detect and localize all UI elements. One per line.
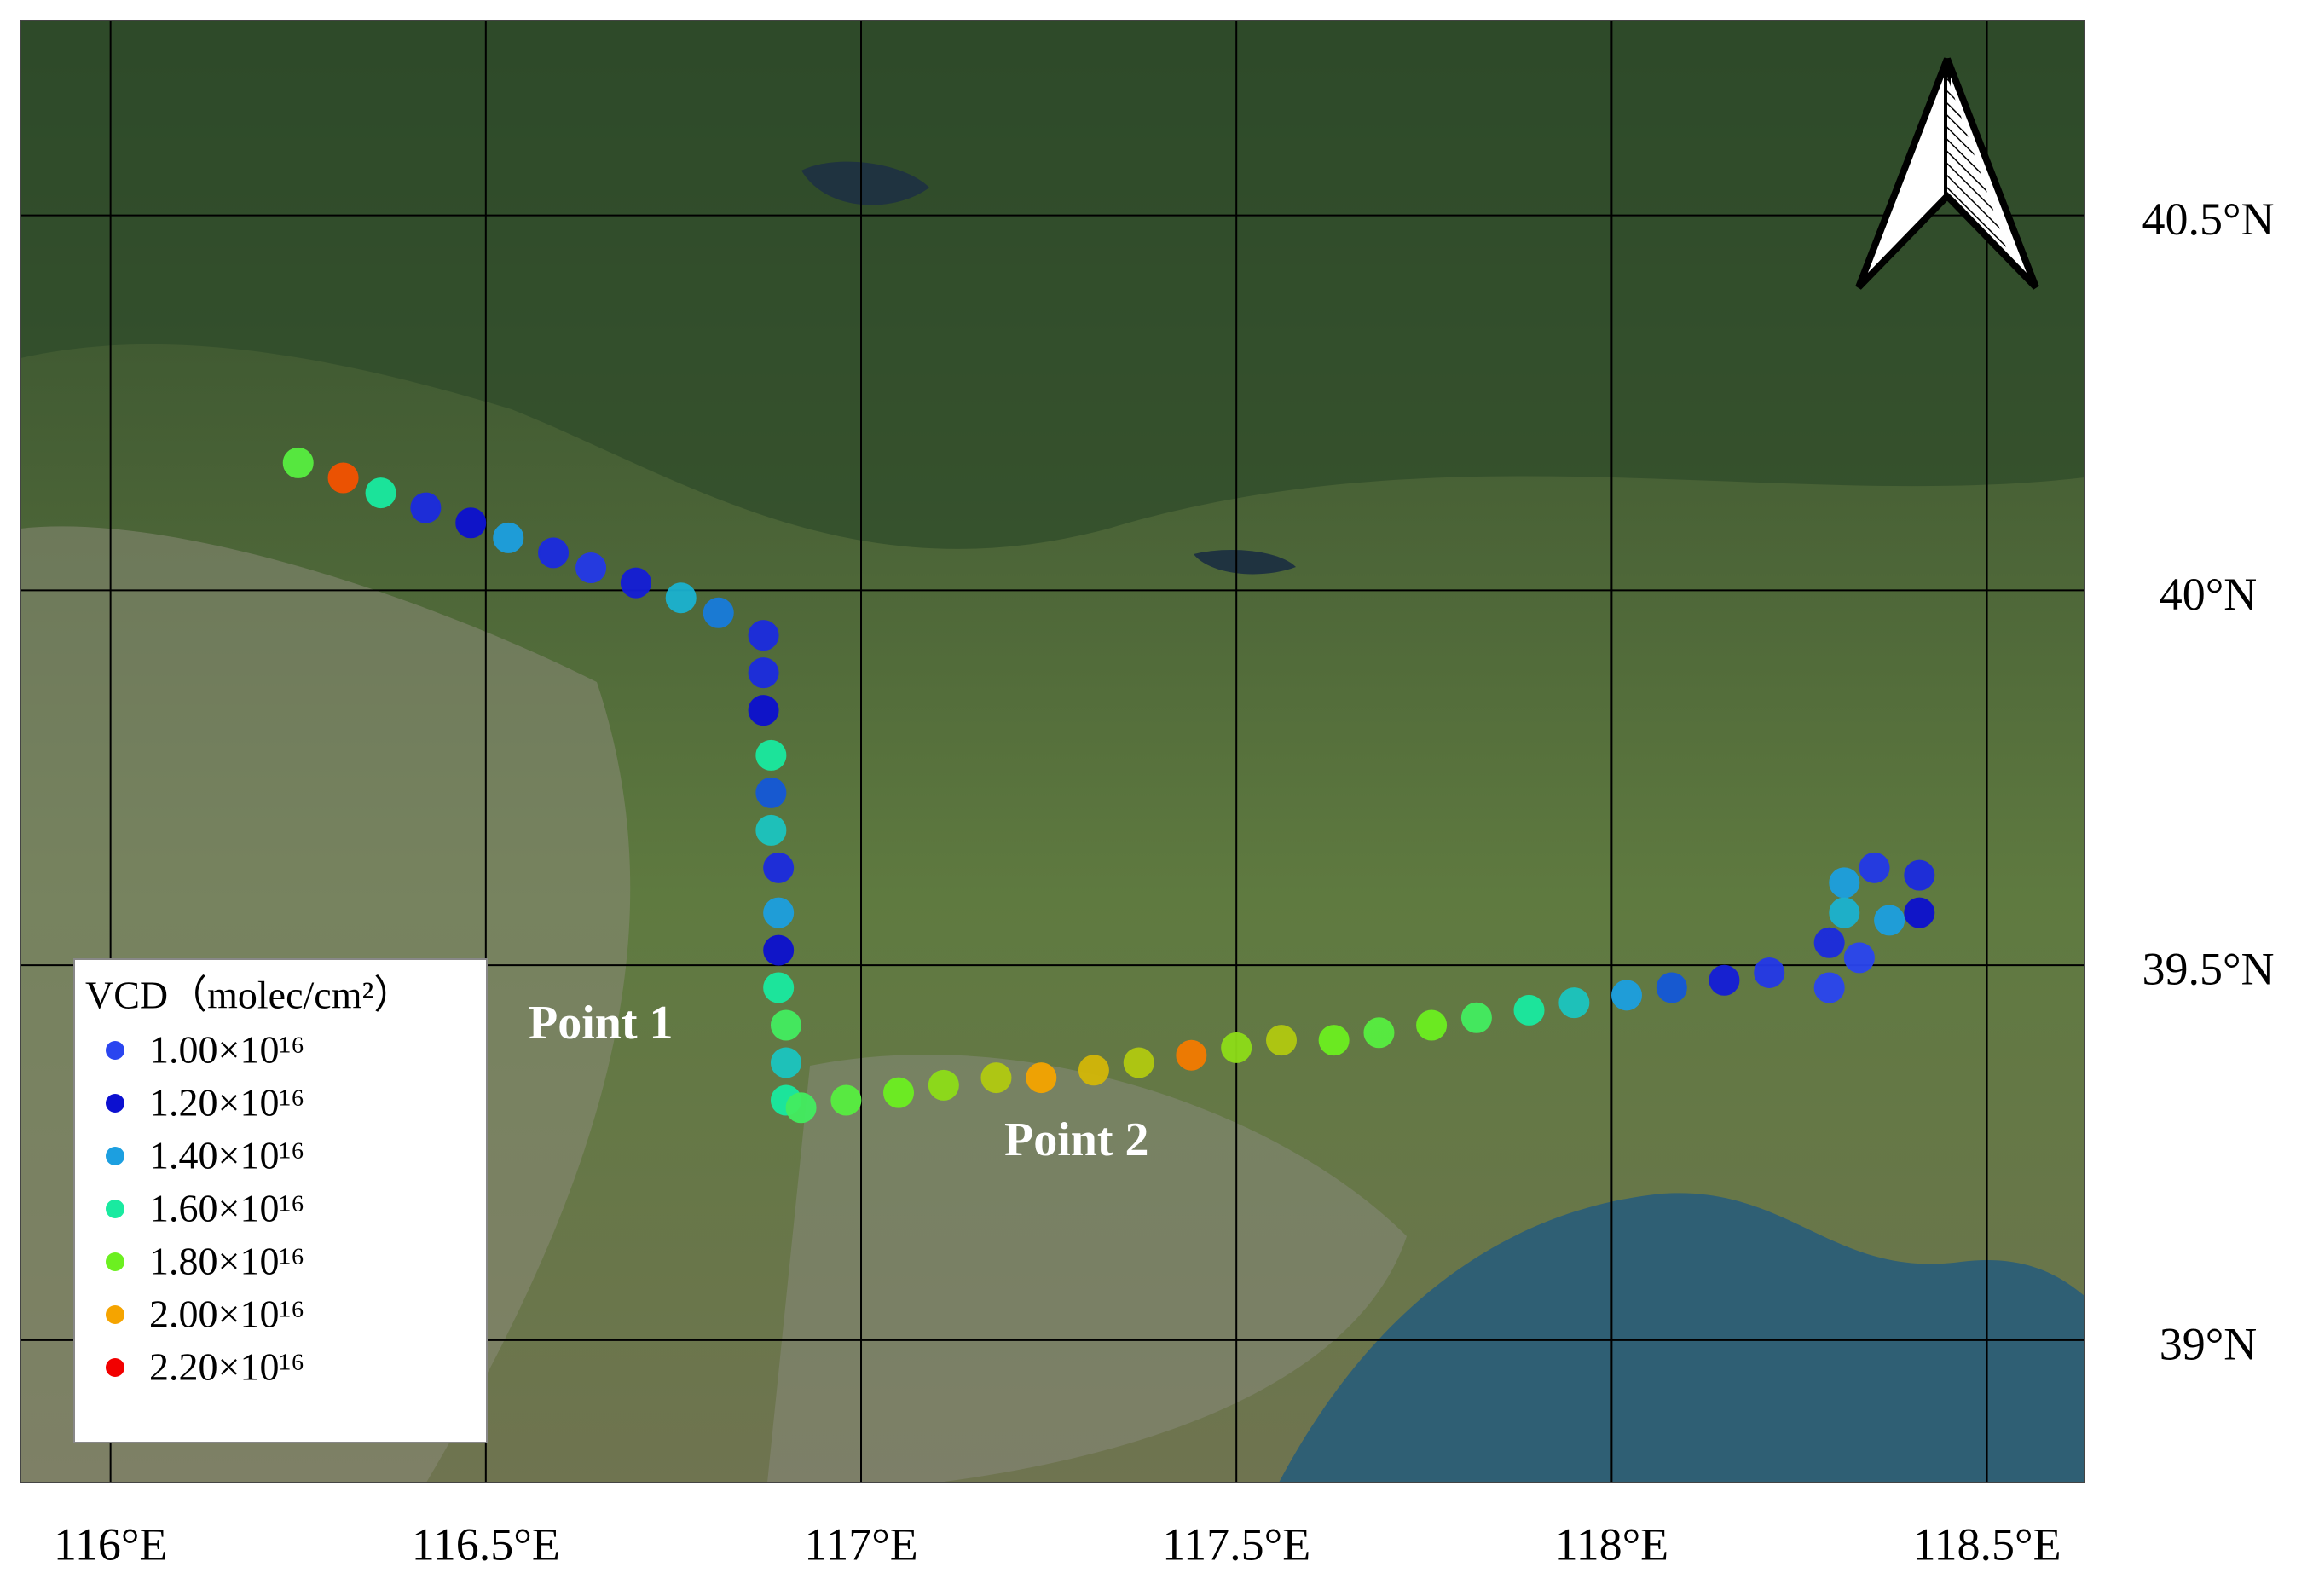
legend-label: 1.20×10¹⁶: [149, 1081, 304, 1125]
track-point: [770, 1047, 801, 1078]
track-point: [763, 972, 795, 1003]
track-point: [1363, 1017, 1395, 1049]
track-point: [1610, 980, 1642, 1011]
track-point: [785, 1092, 817, 1124]
track-point: [1813, 927, 1845, 958]
track-point: [1513, 994, 1545, 1026]
track-point: [1829, 867, 1860, 899]
track-point: [770, 1009, 801, 1041]
legend-label: 2.00×10¹⁶: [149, 1292, 304, 1336]
legend-marker: [106, 1358, 124, 1377]
track-point: [282, 447, 314, 478]
track-point: [1904, 897, 1935, 928]
legend-marker: [106, 1200, 124, 1218]
legend-marker: [106, 1041, 124, 1060]
x-tick-label: 118.5°E: [1913, 1518, 2061, 1570]
track-point: [410, 492, 442, 523]
track-point: [755, 739, 787, 771]
legend-title: VCD（molec/cm²）: [85, 974, 413, 1017]
annotation: Point 2: [1004, 1113, 1149, 1166]
x-tick-label: 117.5°E: [1162, 1518, 1310, 1570]
track-point: [748, 620, 779, 651]
track-point: [1558, 987, 1590, 1019]
legend-box: [73, 958, 488, 1443]
track-point: [1656, 972, 1687, 1003]
y-tick-label: 39°N: [2160, 1318, 2258, 1369]
track-point: [928, 1069, 959, 1101]
legend-marker: [106, 1094, 124, 1113]
track-point: [703, 597, 734, 628]
legend-marker: [106, 1305, 124, 1324]
track-point: [1709, 964, 1740, 996]
y-tick-label: 39.5°N: [2142, 944, 2274, 995]
track-point: [830, 1084, 862, 1116]
track-point: [763, 852, 795, 883]
track-point: [1266, 1025, 1298, 1056]
track-point: [665, 582, 697, 614]
track-point: [455, 507, 487, 539]
track-point: [980, 1062, 1012, 1094]
track-point: [1859, 852, 1890, 883]
track-point: [1026, 1062, 1057, 1094]
track-point: [1829, 897, 1860, 928]
legend-label: 1.40×10¹⁶: [149, 1134, 304, 1177]
track-point: [1318, 1025, 1350, 1056]
track-point: [755, 814, 787, 846]
track-point: [1843, 942, 1875, 974]
legend-marker: [106, 1252, 124, 1271]
track-point: [1176, 1039, 1207, 1071]
track-point: [1754, 957, 1785, 988]
track-point: [763, 897, 795, 928]
track-point: [365, 477, 396, 509]
track-point: [748, 695, 779, 726]
north-arrow: [1855, 57, 2039, 290]
track: [282, 447, 1935, 1124]
track-point: [620, 567, 651, 598]
track-point: [883, 1077, 915, 1108]
y-tick-label: 40°N: [2160, 569, 2258, 620]
track-point: [1416, 1009, 1448, 1041]
track-point: [1460, 1002, 1492, 1033]
track-point: [575, 552, 607, 584]
x-tick-label: 117°E: [804, 1518, 918, 1570]
track-point: [1123, 1047, 1154, 1078]
legend: VCD（molec/cm²） 1.00×10¹⁶ 1.20×10¹⁶ 1.40×10¹…: [73, 958, 488, 1443]
track-point: [493, 522, 524, 553]
track-point: [1813, 972, 1845, 1003]
track-point: [1221, 1032, 1252, 1063]
track-point: [1904, 859, 1935, 891]
x-tick-label: 116°E: [54, 1518, 168, 1570]
track-point: [748, 657, 779, 689]
legend-label: 1.00×10¹⁶: [149, 1028, 304, 1072]
legend-label: 1.80×10¹⁶: [149, 1240, 304, 1283]
track-point: [1078, 1055, 1109, 1086]
x-tick-label: 116.5°E: [412, 1518, 560, 1570]
legend-marker: [106, 1147, 124, 1165]
track-point: [755, 777, 787, 808]
annotation: Point 1: [529, 997, 674, 1050]
y-tick-label: 40.5°N: [2142, 194, 2274, 245]
map-frame: [20, 20, 2085, 1483]
x-tick-label: 118°E: [1555, 1518, 1669, 1570]
track-point: [1874, 905, 1905, 936]
track-point: [538, 537, 570, 569]
legend-label: 2.20×10¹⁶: [149, 1345, 304, 1389]
track-point: [763, 934, 795, 966]
track-point: [327, 462, 359, 494]
legend-label: 1.60×10¹⁶: [149, 1187, 304, 1230]
